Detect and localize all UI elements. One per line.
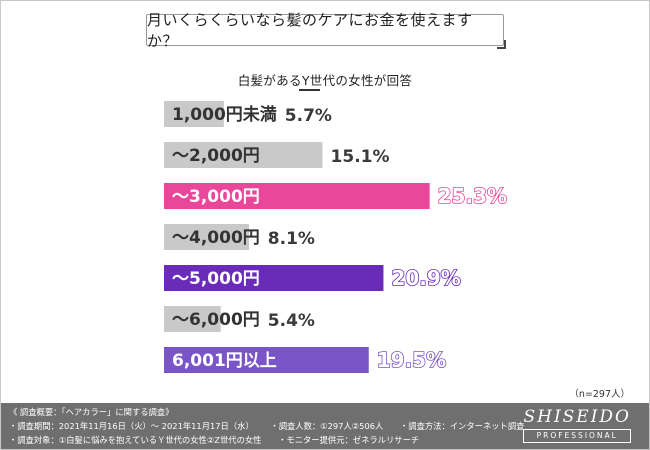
survey-target: ・調査対象：①白髪に悩みを抱えているＹ世代の女性②Z世代の女性 <box>9 435 262 445</box>
speech-bubble-corner-icon <box>497 40 506 49</box>
bar-1 <box>164 142 323 168</box>
bar-0 <box>164 101 224 127</box>
category-label-3: ～4,000円 <box>172 228 260 248</box>
survey-footer: 《 調査概要：「ヘアカラー」に関する調査》 ・調査期間：2021年11月16日（… <box>1 403 649 449</box>
value-label-1: 15.1% <box>331 147 390 167</box>
category-label-2: ～3,000円 <box>172 187 260 207</box>
brand-logo: SHISEIDO PROFESSIONAL <box>523 407 631 443</box>
logo-subtitle: PROFESSIONAL <box>523 429 631 443</box>
value-label-6: 19.5% <box>377 348 446 372</box>
subtitle-underline <box>299 89 320 91</box>
survey-period: ・調査期間：2021年11月16日（火）～ 2021年11月17日（水） <box>9 421 254 431</box>
value-label-3: 8.1% <box>268 229 315 249</box>
bar-5 <box>164 306 221 332</box>
chart-subtitle: 白髪があるY世代の女性が回答 <box>237 73 413 88</box>
bar-3 <box>164 224 250 250</box>
bar-4 <box>164 265 384 291</box>
survey-count: ・調査人数：①297人②506人 <box>270 421 384 431</box>
category-label-0: 1,000円未満 <box>172 104 277 125</box>
category-label-6: 6,001円以上 <box>172 351 277 371</box>
value-label-0: 5.7% <box>285 106 332 126</box>
category-label-4: ～5,000円 <box>172 269 260 289</box>
survey-details-line1: ・調査期間：2021年11月16日（火）～ 2021年11月17日（水） ・調査… <box>9 420 538 432</box>
survey-method: ・調査方法：インターネット調査 <box>399 421 525 431</box>
survey-title: 《 調査概要：「ヘアカラー」に関する調査》 <box>9 407 174 417</box>
survey-details-line2: ・調査対象：①白髪に悩みを抱えているＹ世代の女性②Z世代の女性 ・モニター提供元… <box>9 434 433 446</box>
category-label-1: ～2,000円 <box>172 146 260 166</box>
question-title: 月いくらくらいなら髪のケアにお金を使えますか？ <box>146 11 504 50</box>
bar-2 <box>164 183 430 209</box>
logo-wordmark: SHISEIDO <box>523 407 631 427</box>
value-label-5: 5.4% <box>268 311 315 331</box>
value-label-2: 25.3% <box>438 184 507 208</box>
bar-chart: 1,000円未満 5.7% ～2,000円 15.1% ～3,000円 25.3% ～4,0… <box>164 101 508 373</box>
value-label-4: 20.9% <box>391 266 460 290</box>
bar-6 <box>164 347 369 373</box>
category-label-5: ～6,000円 <box>172 310 260 330</box>
sample-size-note: （n=297人） <box>569 389 630 400</box>
survey-provider: ・モニター提供元：ゼネラルリサーチ <box>278 435 420 445</box>
